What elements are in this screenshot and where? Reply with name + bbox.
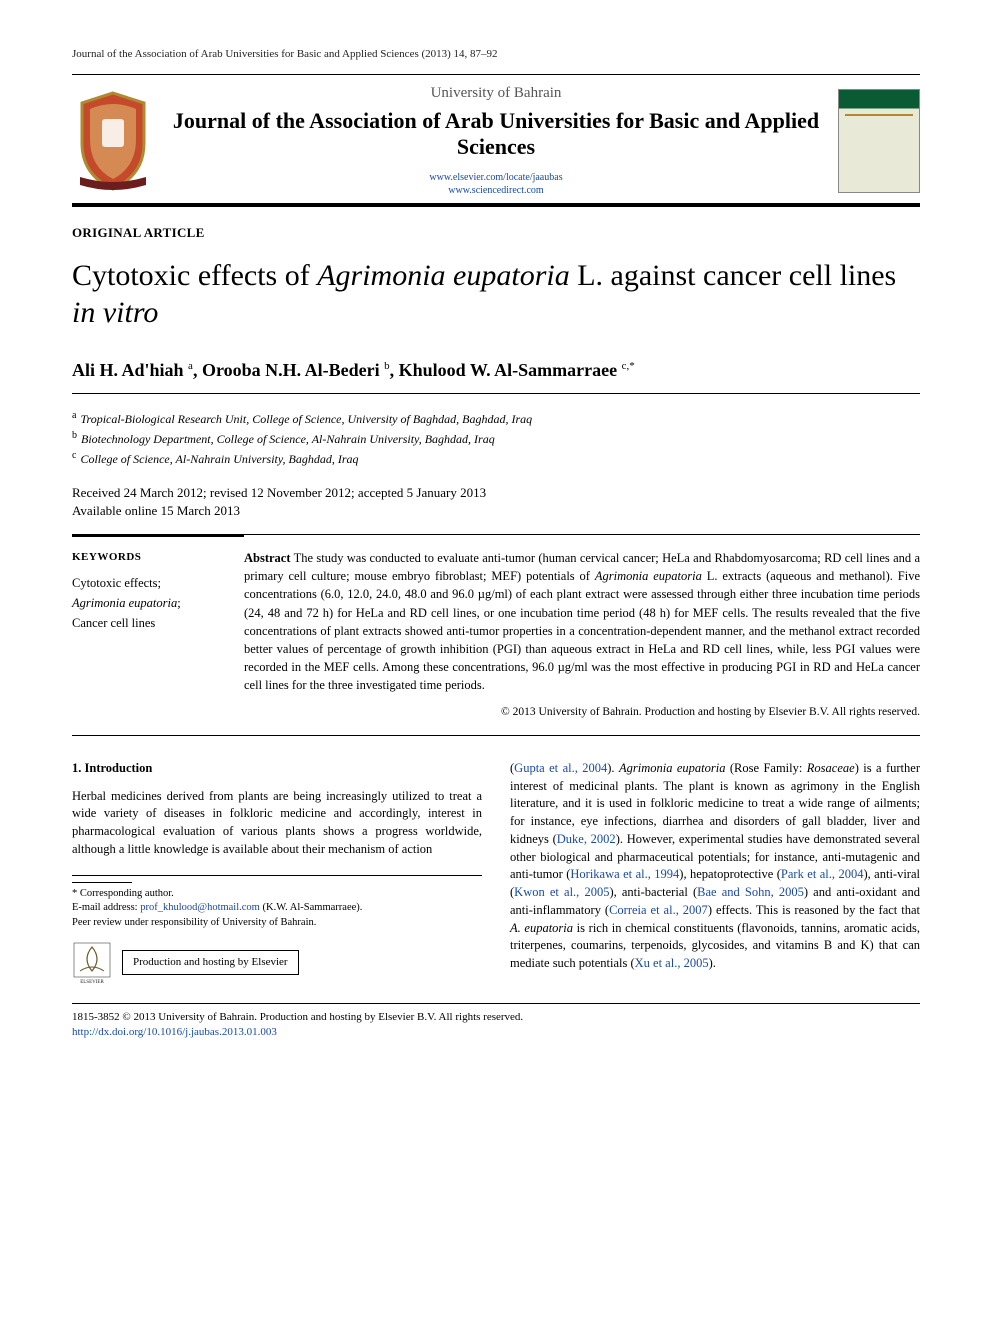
intro-para-2: (Gupta et al., 2004). Agrimonia eupatori… [510,760,920,973]
production-hosting-box: Production and hosting by Elsevier [122,950,299,975]
author-1: Ali H. Ad'hiah [72,360,184,380]
abstract-block: KEYWORDS Cytotoxic effects; Agrimonia eu… [72,534,920,736]
col-left: 1. Introduction Herbal medicines derived… [72,760,482,985]
affiliation-c: cCollege of Science, Al-Nahrain Universi… [72,448,920,468]
page-footer: 1815-3852 © 2013 University of Bahrain. … [72,1003,920,1041]
article-dates: Received 24 March 2012; revised 12 Novem… [72,484,920,520]
abstract-column: Abstract The study was conducted to eval… [244,535,920,735]
author-1-affil: a [188,360,193,372]
dates-received: Received 24 March 2012; revised 12 Novem… [72,484,920,502]
email-line: E-mail address: prof_khulood@hotmail.com… [72,901,482,916]
intro-para-1: Herbal medicines derived from plants are… [72,788,482,859]
footnote-rule [72,882,132,883]
title-text-1: Cytotoxic effects of [72,259,317,292]
author-2: Orooba N.H. Al-Bederi [202,360,380,380]
body-columns: 1. Introduction Herbal medicines derived… [72,760,920,985]
article-type: ORIGINAL ARTICLE [72,225,920,241]
footer-doi-line: http://dx.doi.org/10.1016/j.jaubas.2013.… [72,1025,920,1040]
abstract-text: Abstract The study was conducted to eval… [244,549,920,694]
doi-link[interactable]: http://dx.doi.org/10.1016/j.jaubas.2013.… [72,1026,277,1038]
footer-issn-line: 1815-3852 © 2013 University of Bahrain. … [72,1010,920,1025]
author-2-affil: b [384,360,390,372]
author-3: Khulood W. Al-Sammarraee [399,360,618,380]
peer-review-note: Peer review under responsibility of Univ… [72,916,482,931]
dates-online: Available online 15 March 2013 [72,502,920,520]
running-head: Journal of the Association of Arab Unive… [72,48,920,60]
svg-text:ELSEVIER: ELSEVIER [80,980,104,985]
elsevier-logo: ELSEVIER [72,941,112,985]
keywords-column: KEYWORDS Cytotoxic effects; Agrimonia eu… [72,534,244,735]
page: Journal of the Association of Arab Unive… [0,0,992,1081]
affiliation-a: aTropical-Biological Research Unit, Coll… [72,408,920,428]
cite-correia[interactable]: Correia et al., 2007 [609,903,708,917]
elsevier-production-box: ELSEVIER Production and hosting by Elsev… [72,941,482,985]
keyword-1: Cytotoxic effects; [72,573,232,593]
keyword-3: Cancer cell lines [72,613,232,633]
cite-horikawa[interactable]: Horikawa et al., 1994 [570,867,679,881]
title-species: Agrimonia eupatoria [317,259,570,292]
masthead-center: University of Bahrain Journal of the Ass… [172,85,820,197]
article-title: Cytotoxic effects of Agrimonia eupatoria… [72,257,920,332]
author-3-affil: c,* [622,360,635,372]
affiliations: aTropical-Biological Research Unit, Coll… [72,408,920,468]
university-crest [72,89,154,193]
title-invitro: in vitro [72,296,158,329]
section-heading-introduction: 1. Introduction [72,760,482,778]
cite-duke[interactable]: Duke, 2002 [557,832,616,846]
affiliation-b: bBiotechnology Department, College of Sc… [72,428,920,448]
keywords-heading: KEYWORDS [72,551,232,563]
email-link[interactable]: prof_khulood@hotmail.com [140,902,260,913]
keywords-list: Cytotoxic effects; Agrimonia eupatoria; … [72,573,232,633]
author-rule [72,393,920,394]
journal-link-1[interactable]: www.elsevier.com/locate/jaaubas [172,171,820,184]
journal-cover-thumbnail [838,89,920,193]
journal-name: Journal of the Association of Arab Unive… [172,108,820,161]
cite-bae[interactable]: Bae and Sohn, 2005 [697,885,804,899]
cite-park[interactable]: Park et al., 2004 [781,867,864,881]
cite-kwon[interactable]: Kwon et al., 2005 [514,885,609,899]
keyword-2: Agrimonia eupatoria; [72,593,232,613]
footnotes: * Corresponding author. E-mail address: … [72,875,482,985]
cite-gupta[interactable]: Gupta et al., 2004 [514,761,607,775]
col-right: (Gupta et al., 2004). Agrimonia eupatori… [510,760,920,973]
title-text-2: L. against cancer cell lines [570,259,897,292]
university-name: University of Bahrain [172,85,820,102]
journal-link-2[interactable]: www.sciencedirect.com [172,184,820,197]
authors: Ali H. Ad'hiah a, Orooba N.H. Al-Bederi … [72,360,920,381]
journal-links: www.elsevier.com/locate/jaaubas www.scie… [172,171,820,197]
corresponding-author: * Corresponding author. [72,887,482,902]
abstract-label: Abstract [244,551,291,565]
abstract-copyright: © 2013 University of Bahrain. Production… [244,704,920,721]
cite-xu[interactable]: Xu et al., 2005 [635,956,709,970]
masthead: University of Bahrain Journal of the Ass… [72,74,920,207]
